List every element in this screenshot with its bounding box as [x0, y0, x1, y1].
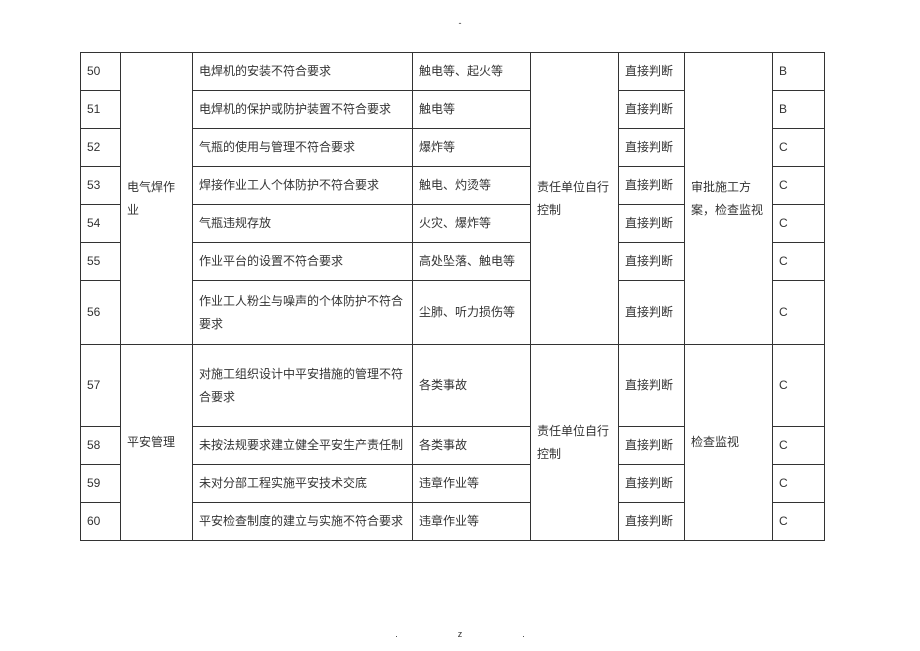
table-row: 50 电气焊作业 电焊机的安装不符合要求 触电等、起火等 责任单位自行控制 直接…: [81, 53, 825, 91]
cell-level: C: [773, 503, 825, 541]
cell-resp: 责任单位自行控制: [531, 53, 619, 345]
cell-hazard: 触电等: [413, 91, 531, 129]
cell-judge: 直接判断: [619, 167, 685, 205]
cell-desc: 未对分部工程实施平安技术交底: [193, 465, 413, 503]
cell-hazard: 高处坠落、触电等: [413, 243, 531, 281]
cell-hazard: 触电、灼烫等: [413, 167, 531, 205]
cell-hazard: 触电等、起火等: [413, 53, 531, 91]
cell-desc: 焊接作业工人个体防护不符合要求: [193, 167, 413, 205]
cell-judge: 直接判断: [619, 91, 685, 129]
cell-desc: 电焊机的安装不符合要求: [193, 53, 413, 91]
cell-measure: 检查监视: [685, 345, 773, 541]
table-row: 57 平安管理 对施工组织设计中平安措施的管理不符合要求 各类事故 责任单位自行…: [81, 345, 825, 427]
cell-level: C: [773, 167, 825, 205]
cell-desc: 对施工组织设计中平安措施的管理不符合要求: [193, 345, 413, 427]
risk-table: 50 电气焊作业 电焊机的安装不符合要求 触电等、起火等 责任单位自行控制 直接…: [80, 52, 825, 541]
cell-idx: 50: [81, 53, 121, 91]
cell-hazard: 尘肺、听力损伤等: [413, 281, 531, 345]
cell-idx: 51: [81, 91, 121, 129]
cell-level: B: [773, 53, 825, 91]
cell-hazard: 各类事故: [413, 427, 531, 465]
page-marker-top: -: [459, 18, 462, 28]
cell-measure: 审批施工方案，检查监视: [685, 53, 773, 345]
cell-desc: 气瓶的使用与管理不符合要求: [193, 129, 413, 167]
cell-idx: 60: [81, 503, 121, 541]
cell-hazard: 爆炸等: [413, 129, 531, 167]
cell-idx: 53: [81, 167, 121, 205]
cell-desc: 作业工人粉尘与噪声的个体防护不符合要求: [193, 281, 413, 345]
marker-z: z.: [458, 629, 585, 639]
cell-desc: 未按法规要求建立健全平安生产责任制: [193, 427, 413, 465]
cell-desc: 气瓶违规存放: [193, 205, 413, 243]
cell-hazard: 各类事故: [413, 345, 531, 427]
cell-judge: 直接判断: [619, 503, 685, 541]
cell-judge: 直接判断: [619, 53, 685, 91]
cell-desc: 作业平台的设置不符合要求: [193, 243, 413, 281]
cell-idx: 56: [81, 281, 121, 345]
cell-idx: 57: [81, 345, 121, 427]
cell-judge: 直接判断: [619, 129, 685, 167]
cell-desc: 电焊机的保护或防护装置不符合要求: [193, 91, 413, 129]
cell-level: B: [773, 91, 825, 129]
cell-judge: 直接判断: [619, 427, 685, 465]
cell-idx: 52: [81, 129, 121, 167]
cell-level: C: [773, 205, 825, 243]
cell-idx: 58: [81, 427, 121, 465]
cell-category: 平安管理: [121, 345, 193, 541]
page-marker-bottom: .z.: [0, 629, 920, 639]
cell-level: C: [773, 427, 825, 465]
cell-hazard: 违章作业等: [413, 465, 531, 503]
cell-desc: 平安检查制度的建立与实施不符合要求: [193, 503, 413, 541]
cell-hazard: 火灾、爆炸等: [413, 205, 531, 243]
cell-judge: 直接判断: [619, 281, 685, 345]
cell-judge: 直接判断: [619, 243, 685, 281]
cell-hazard: 违章作业等: [413, 503, 531, 541]
cell-level: C: [773, 281, 825, 345]
cell-level: C: [773, 129, 825, 167]
cell-level: C: [773, 465, 825, 503]
cell-idx: 54: [81, 205, 121, 243]
cell-level: C: [773, 345, 825, 427]
cell-idx: 59: [81, 465, 121, 503]
cell-resp: 责任单位自行控制: [531, 345, 619, 541]
cell-idx: 55: [81, 243, 121, 281]
cell-category: 电气焊作业: [121, 53, 193, 345]
cell-judge: 直接判断: [619, 205, 685, 243]
cell-judge: 直接判断: [619, 465, 685, 503]
marker-dot: .: [395, 629, 458, 639]
cell-judge: 直接判断: [619, 345, 685, 427]
cell-level: C: [773, 243, 825, 281]
